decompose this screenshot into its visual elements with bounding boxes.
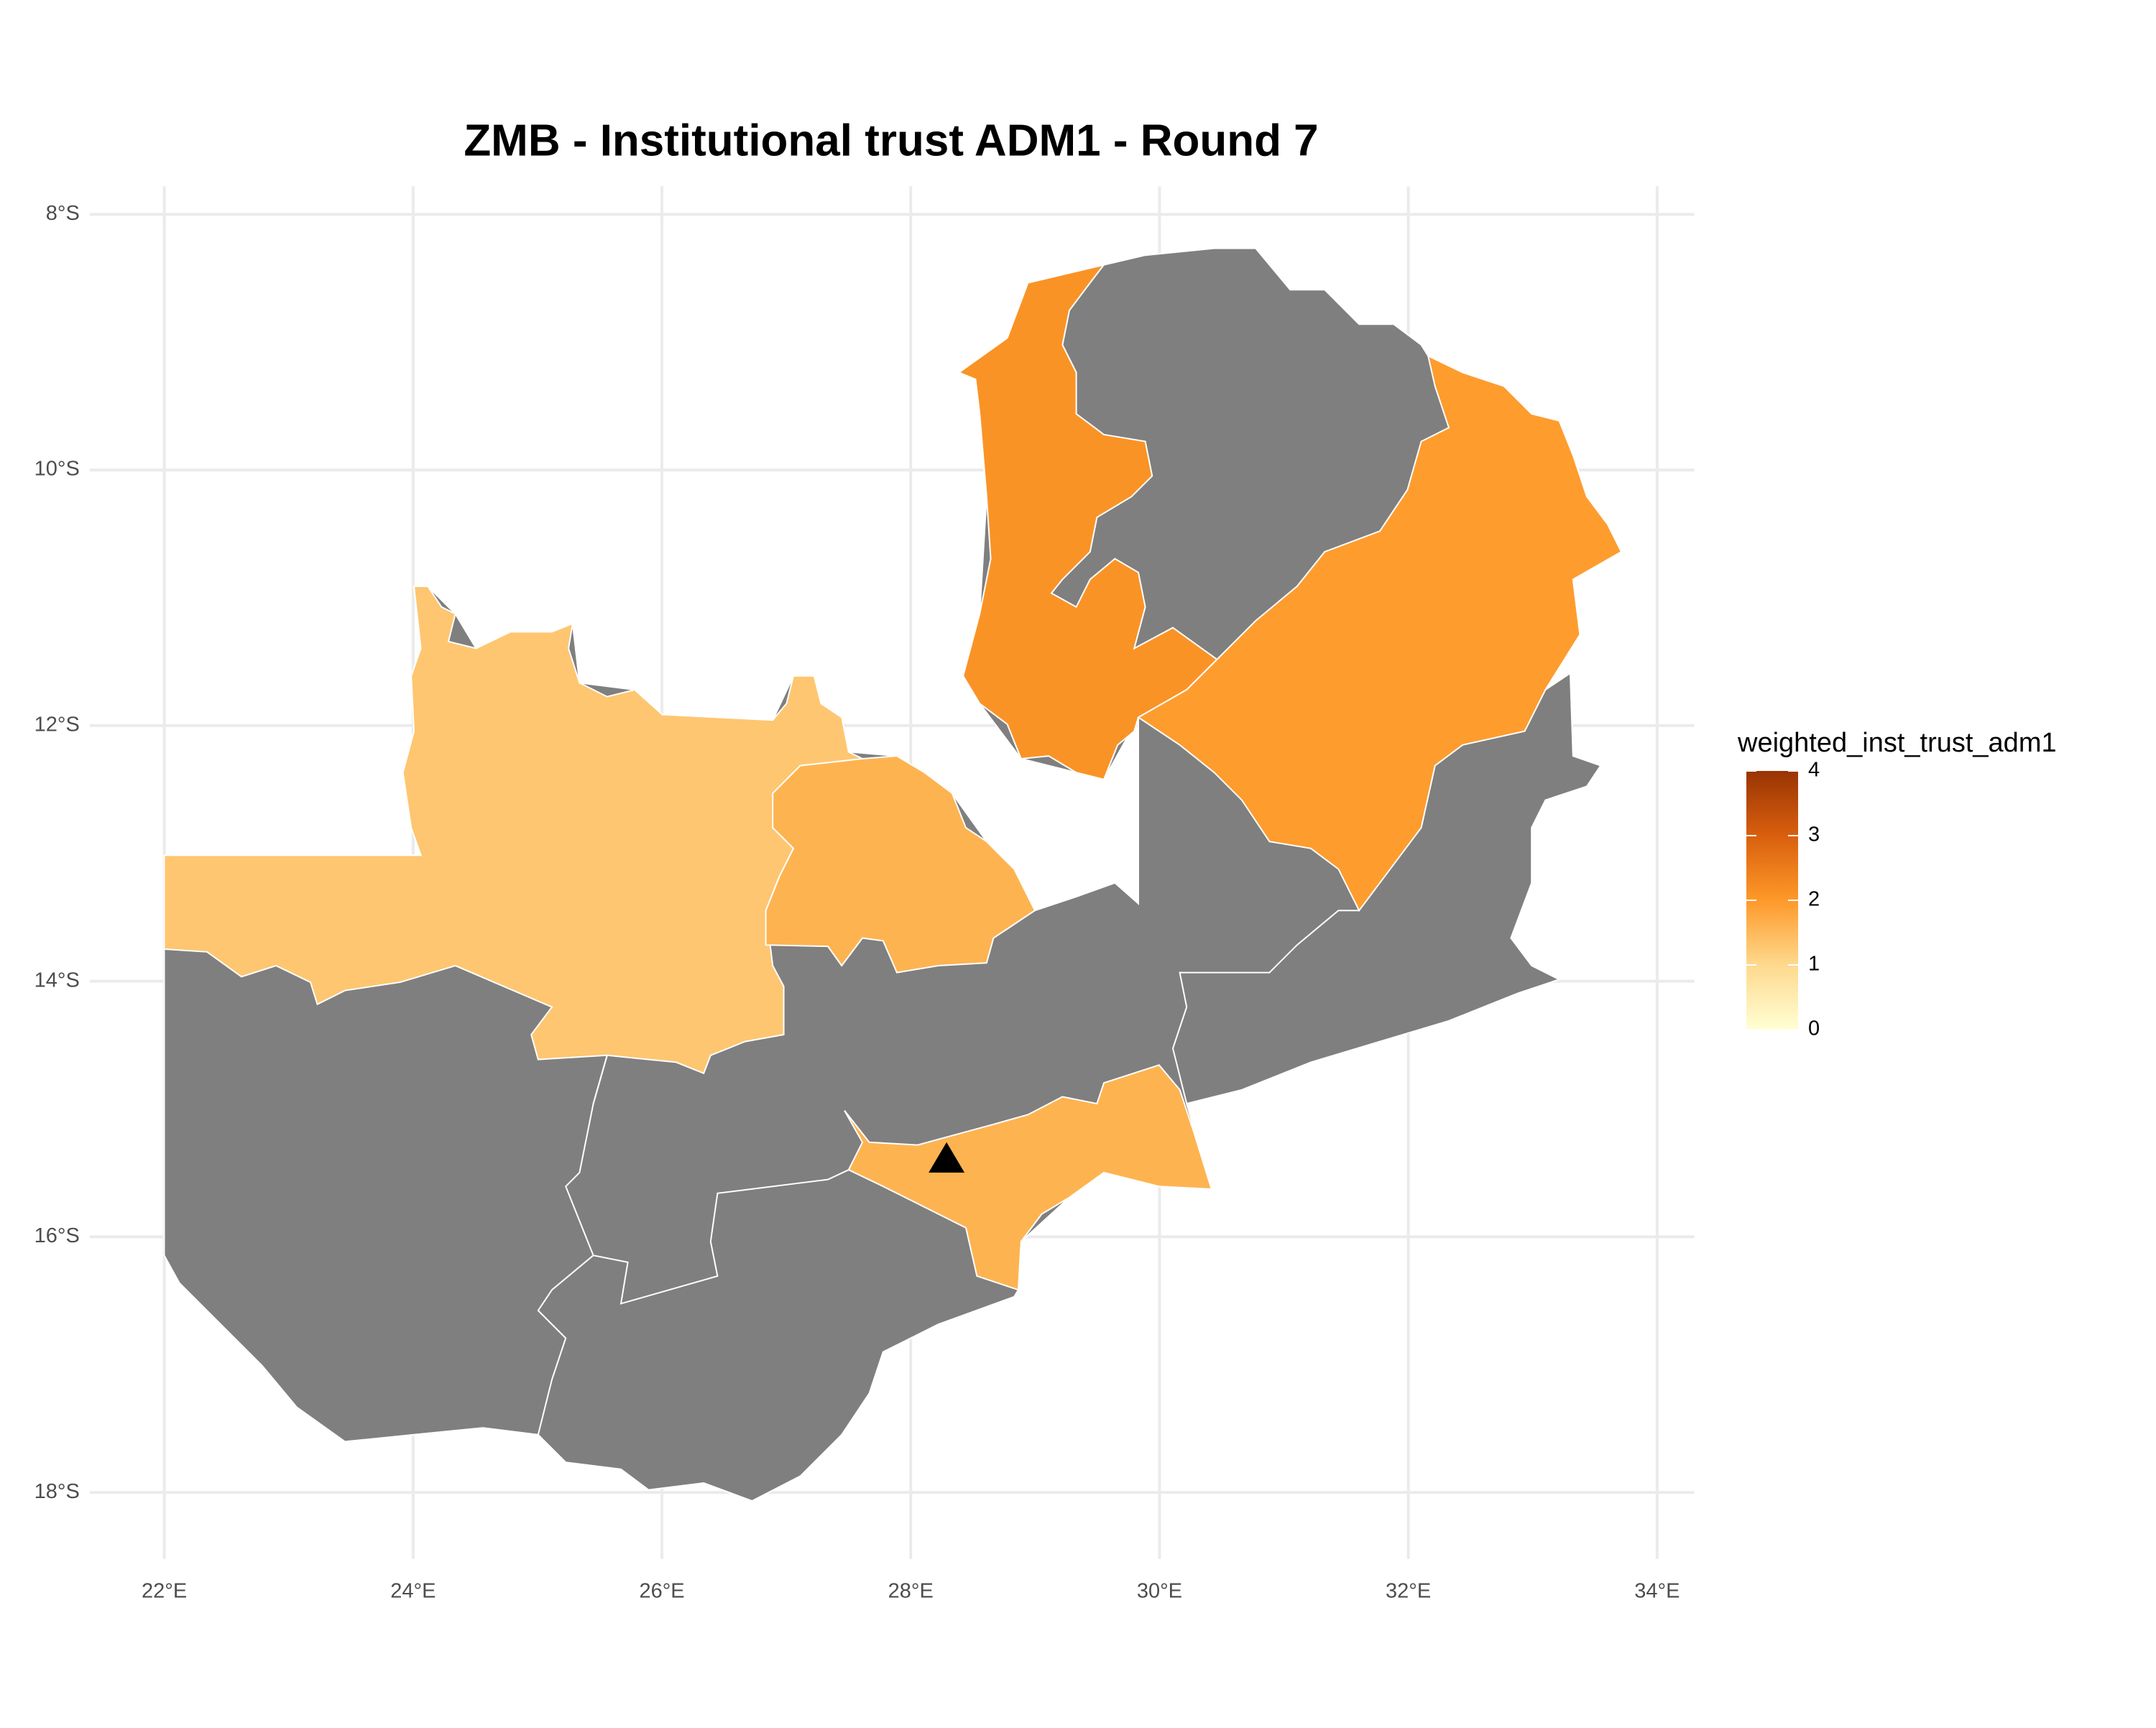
region-border [1171,910,1360,1104]
x-tick-label: 24°E [390,1579,436,1602]
legend-tick-label: 1 [1808,953,1820,976]
y-tick-label: 12°S [34,713,80,736]
x-tick-label: 26°E [639,1579,684,1602]
x-tick-label: 22°E [142,1579,187,1602]
y-tick-label: 16°S [34,1224,80,1247]
y-tick-label: 14°S [34,969,80,992]
x-tick-label: 30°E [1137,1579,1182,1602]
region [765,755,1036,974]
x-tick-label: 28°E [888,1579,934,1602]
chart-title: ZMB - Institutional trust ADM1 - Round 7 [464,116,1318,165]
regions [163,247,1623,1502]
y-tick-label: 8°S [46,202,80,225]
legend-tick-label: 3 [1808,823,1820,846]
legend-tick-label: 2 [1808,888,1820,911]
x-tick-label: 32°E [1386,1579,1431,1602]
y-tick-label: 18°S [34,1480,80,1503]
region [844,1064,1213,1291]
legend-tick-label: 0 [1808,1017,1820,1040]
region [163,586,865,1075]
region [1137,354,1623,912]
region [957,264,1218,780]
legend-title: weighted_inst_trust_adm1 [1737,728,2057,758]
y-tick-label: 10°S [34,458,80,481]
region-border [565,1055,849,1305]
region-border [537,1255,594,1436]
legend-tick-label: 4 [1808,759,1820,782]
x-tick-label: 34°E [1634,1579,1680,1602]
capital-marker [929,1142,965,1173]
